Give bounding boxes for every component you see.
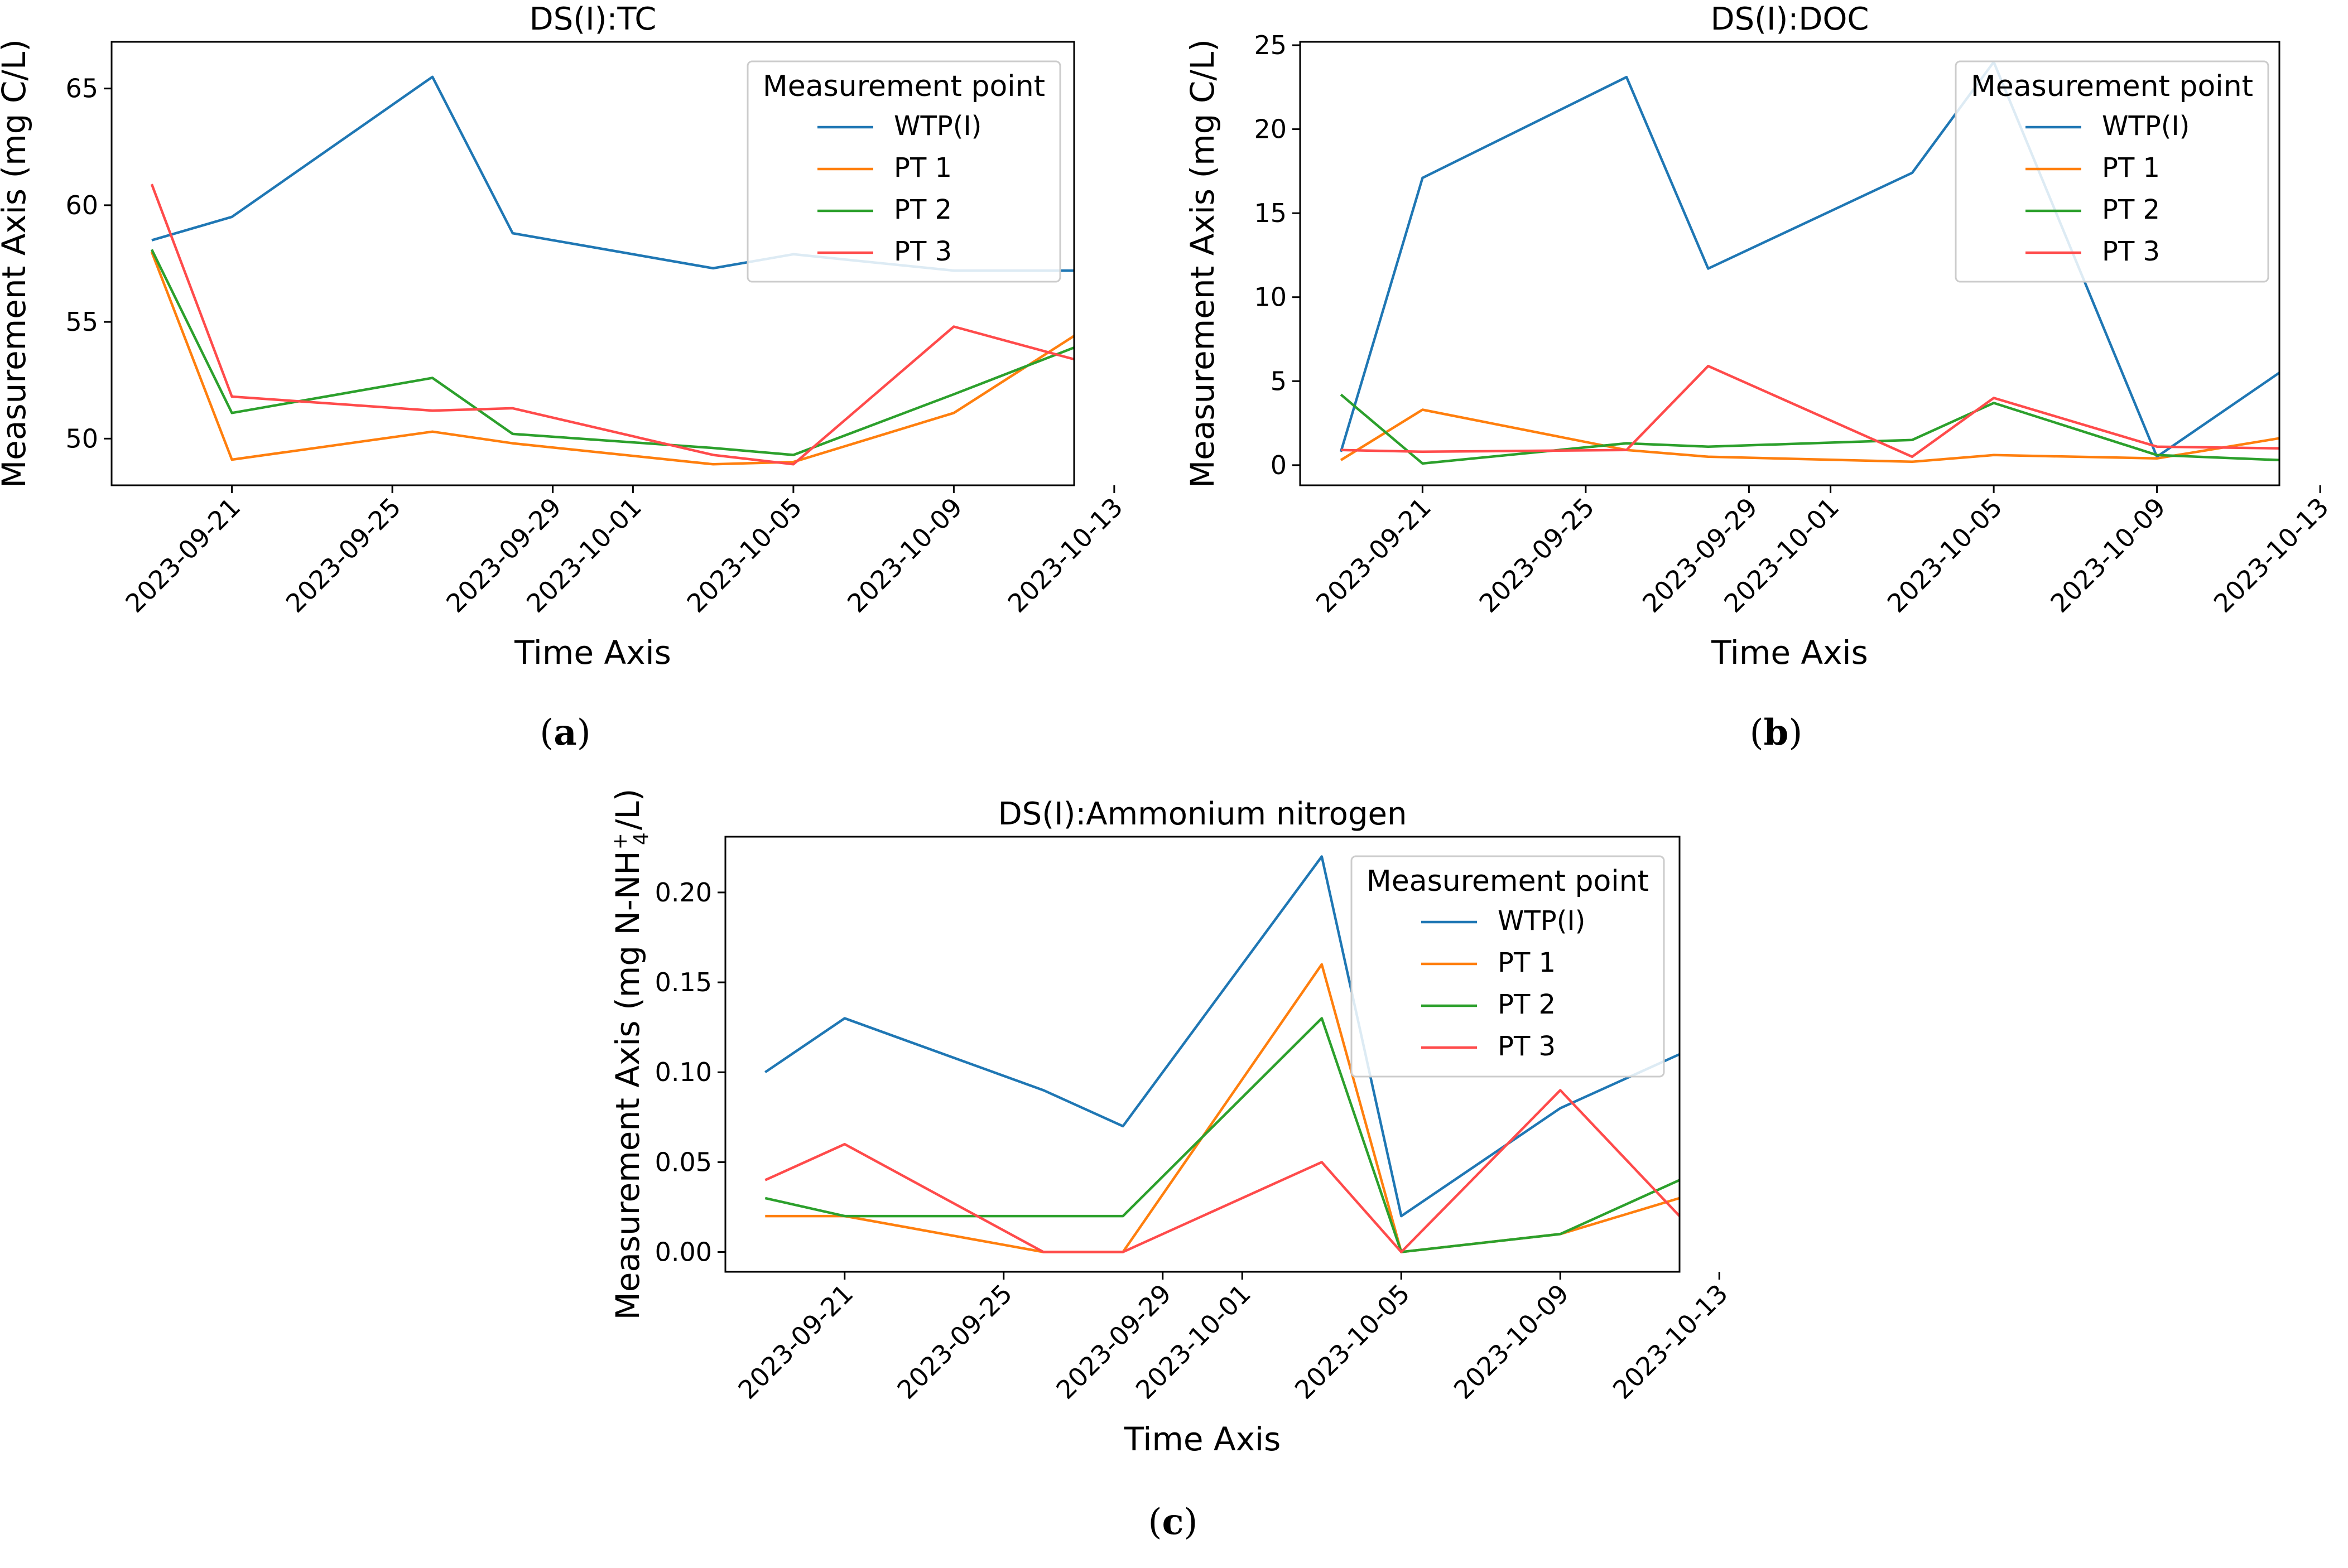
legend-box xyxy=(1350,855,1665,1078)
x-tick-label: 2023-10-13 xyxy=(1607,1278,1734,1405)
series-line-pt-2 xyxy=(764,1017,1680,1253)
y-tick-label: 15 xyxy=(1254,198,1287,228)
x-axis-label: Time Axis xyxy=(1711,634,1868,672)
legend-box xyxy=(747,60,1061,283)
y-tick-label: 55 xyxy=(65,307,98,337)
y-tick-label: 50 xyxy=(65,423,98,453)
x-tick-label: 2023-09-21 xyxy=(119,492,246,619)
y-axis-label: Measurement Axis (mg N-NH+4/L) xyxy=(609,789,653,1320)
series-line-wtp-i- xyxy=(764,855,1680,1218)
x-tick-label: 2023-10-05 xyxy=(1882,492,2008,619)
legend-title: Measurement point xyxy=(1971,70,2253,103)
plot-frame xyxy=(1299,41,2280,486)
y-tick-label: 60 xyxy=(65,190,98,220)
plot-frame xyxy=(724,836,1681,1273)
legend-entry-label: WTP(I) xyxy=(894,110,981,142)
y-axis-label: Measurement Axis (mg C/L) xyxy=(1183,39,1221,488)
legend-entry-label: PT 2 xyxy=(2102,194,2160,225)
y-tick-label: 0.00 xyxy=(655,1237,712,1267)
chart-title: DS(I):DOC xyxy=(1710,1,1869,37)
x-tick-label: 2023-09-25 xyxy=(891,1278,1018,1405)
series-line-pt-3 xyxy=(1341,364,2280,459)
series-line-pt-2 xyxy=(1340,393,2280,465)
y-tick-label: 0.15 xyxy=(655,967,712,997)
x-tick-label: 2023-09-25 xyxy=(280,492,407,619)
legend: Measurement point WTP(I) PT 1 PT 2 PT 3 xyxy=(747,60,1061,283)
x-tick-label: 2023-10-09 xyxy=(841,492,968,619)
legend-entry-label: WTP(I) xyxy=(2102,110,2190,142)
x-axis-label: Time Axis xyxy=(514,634,671,672)
legend-entry-label: PT 1 xyxy=(2102,152,2160,184)
y-tick-label: 10 xyxy=(1254,282,1287,312)
panel-caption: (a) xyxy=(540,712,590,754)
y-tick-label: 25 xyxy=(1254,30,1287,60)
legend-title: Measurement point xyxy=(763,70,1045,103)
legend-entry-label: PT 1 xyxy=(1498,947,1556,978)
legend: Measurement point WTP(I) PT 1 PT 2 PT 3 xyxy=(1350,855,1665,1078)
y-tick-label: 0.20 xyxy=(655,877,712,908)
legend-entry-label: PT 1 xyxy=(894,152,952,184)
legend-box xyxy=(1955,60,2269,283)
chart-title: DS(I):TC xyxy=(530,1,657,37)
y-tick-label: 65 xyxy=(65,74,98,104)
legend-entry-label: PT 3 xyxy=(894,236,952,267)
series-line-wtp-i- xyxy=(1339,60,2280,459)
x-tick-label: 2023-09-21 xyxy=(732,1278,859,1405)
series-line-pt-3 xyxy=(764,1089,1681,1253)
legend-entry-label: PT 3 xyxy=(2102,236,2160,267)
legend: Measurement point WTP(I) PT 1 PT 2 PT 3 xyxy=(1955,60,2269,283)
x-tick-label: 2023-09-21 xyxy=(1310,492,1437,619)
x-tick-label: 2023-10-05 xyxy=(681,492,807,619)
panel-caption: (c) xyxy=(1148,1501,1198,1543)
legend-entry-label: PT 2 xyxy=(894,194,952,225)
chart-panel-a: DS(I):TC 50 55 60 65 2023-09-21 2023-09-25 2023… xyxy=(0,1,1129,754)
y-tick-label: 5 xyxy=(1271,366,1287,396)
series-line-pt-1 xyxy=(1340,408,2280,464)
x-tick-label: 2023-10-05 xyxy=(1289,1278,1416,1405)
legend-entry-label: WTP(I) xyxy=(1498,905,1585,937)
plot-frame xyxy=(110,41,1075,486)
legend-title: Measurement point xyxy=(1367,865,1649,898)
panel-caption: (b) xyxy=(1750,712,1803,754)
x-tick-label: 2023-10-13 xyxy=(1002,492,1128,619)
y-axis-label: Measurement Axis (mg C/L) xyxy=(0,39,33,488)
chart-panel-b: DS(I):DOC 0 5 10 15 20 25 2023-09-21 2023-09-25 2… xyxy=(1183,1,2335,754)
legend-entry-label: PT 3 xyxy=(1498,1031,1556,1062)
chart-panel-c: DS(I):Ammonium nitrogen 0.00 0.05 0.10 0.15 0… xyxy=(609,789,1734,1543)
x-tick-label: 2023-10-13 xyxy=(2208,492,2335,619)
y-tick-label: 0.05 xyxy=(655,1147,712,1177)
legend-entry-label: PT 2 xyxy=(1498,989,1556,1020)
series-line-pt-2 xyxy=(150,249,1075,456)
x-tick-label: 2023-09-25 xyxy=(1473,492,1600,619)
y-tick-label: 0 xyxy=(1271,450,1287,480)
x-tick-label: 2023-10-09 xyxy=(1448,1278,1575,1405)
series-line-pt-1 xyxy=(150,251,1075,466)
chart-title: DS(I):Ammonium nitrogen xyxy=(998,796,1407,832)
x-axis-label: Time Axis xyxy=(1124,1420,1281,1458)
y-tick-label: 0.10 xyxy=(655,1057,712,1087)
series-line-pt-3 xyxy=(150,184,1075,466)
x-tick-label: 2023-10-09 xyxy=(2044,492,2171,619)
y-tick-label: 20 xyxy=(1254,114,1287,144)
